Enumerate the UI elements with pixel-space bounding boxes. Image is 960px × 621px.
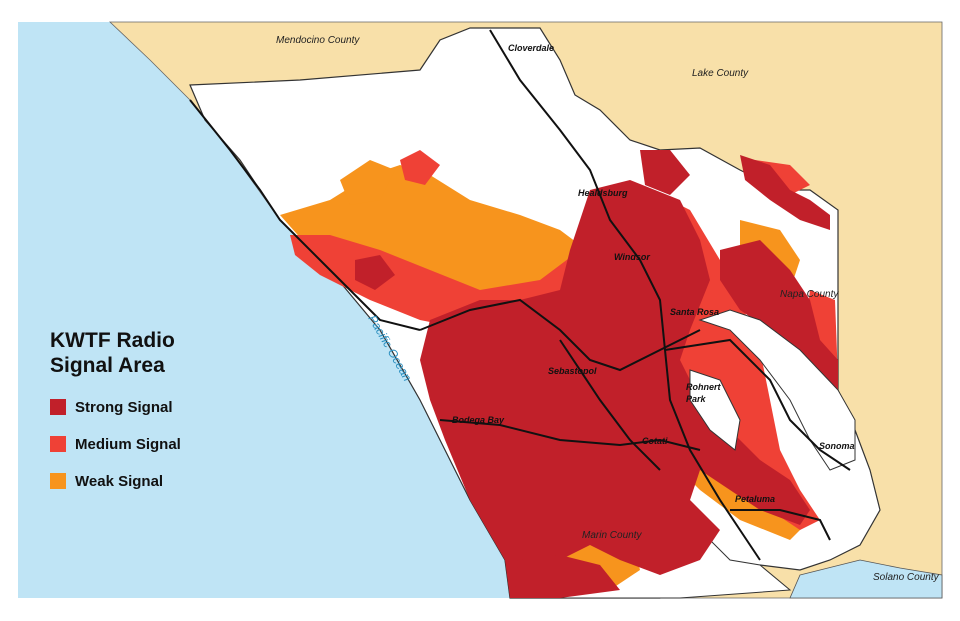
legend-item-weak: Weak Signal bbox=[50, 470, 250, 492]
legend-label: Medium Signal bbox=[75, 435, 181, 453]
sebastopol-label: Sebastopol bbox=[548, 366, 597, 376]
marin-county-label: Marin County bbox=[582, 530, 642, 541]
bodega-bay-label: Bodega Bay bbox=[452, 415, 505, 425]
solano-county-label: Solano County bbox=[873, 572, 940, 583]
santa-rosa-label: Santa Rosa bbox=[670, 307, 719, 317]
sonoma-label: Sonoma bbox=[819, 441, 855, 451]
windsor-label: Windsor bbox=[614, 252, 650, 262]
legend-title: KWTF Radio Signal Area bbox=[50, 329, 175, 377]
legend-label: Strong Signal bbox=[75, 398, 173, 416]
park-label: Park bbox=[686, 394, 707, 404]
healdsburg-label: Healdsburg bbox=[578, 188, 628, 198]
strong-signal-areas bbox=[355, 150, 838, 598]
lake-county-label: Lake County bbox=[692, 68, 749, 79]
medium-signal-swatch bbox=[50, 436, 66, 452]
napa-county-label: Napa County bbox=[780, 289, 839, 300]
cloverdale-label: Cloverdale bbox=[508, 43, 554, 53]
legend: KWTF Radio Signal Area Strong Signal Med… bbox=[50, 328, 250, 507]
petaluma-label: Petaluma bbox=[735, 494, 775, 504]
strong-signal-swatch bbox=[50, 399, 66, 415]
roads bbox=[189, 29, 851, 561]
legend-item-strong: Strong Signal bbox=[50, 396, 250, 418]
cotati-label: Cotati bbox=[642, 436, 668, 446]
bay-water bbox=[789, 559, 943, 599]
weak-signal-swatch bbox=[50, 473, 66, 489]
rohnert-label: Rohnert bbox=[686, 382, 722, 392]
legend-label: Weak Signal bbox=[75, 472, 164, 490]
mendocino-county-label: Mendocino County bbox=[276, 35, 360, 46]
legend-item-medium: Medium Signal bbox=[50, 433, 250, 455]
no-coverage-patches bbox=[689, 309, 856, 471]
